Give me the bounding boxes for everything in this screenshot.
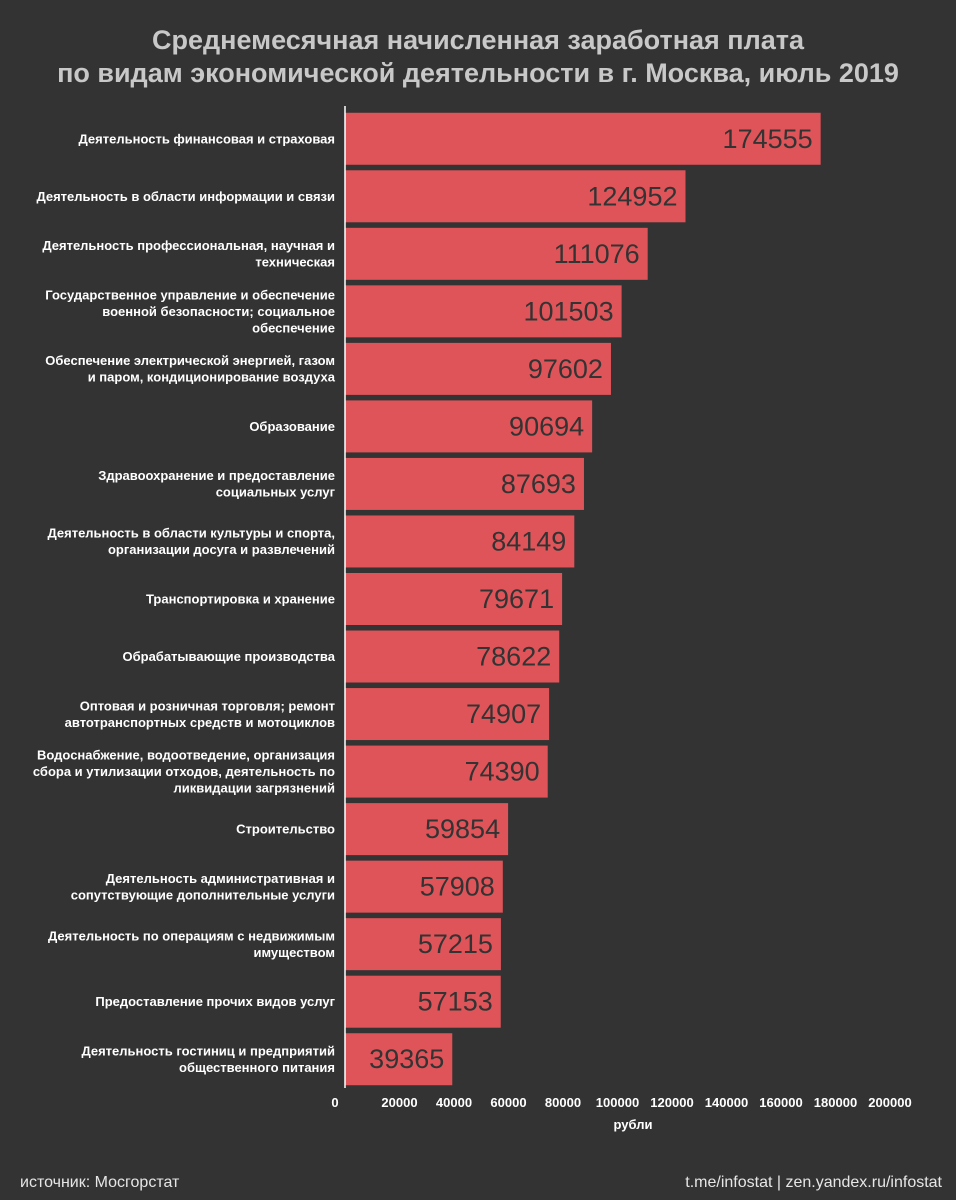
bar-value-label: 90694 — [509, 411, 584, 441]
source-note: источник: Мосгорстат — [20, 1174, 180, 1191]
bar-value-label: 39365 — [369, 1044, 444, 1074]
category-label-line: Обрабатывающие производства — [122, 649, 335, 664]
bar — [345, 285, 622, 338]
category-label-line: Строительство — [236, 822, 335, 837]
category-label-line: Обеспечение электрической энергией, газо… — [45, 353, 335, 368]
category-label: Предоставление прочих видов услуг — [95, 994, 335, 1009]
bar-value-label: 84149 — [491, 526, 566, 556]
category-label-line: организации досуга и развлечений — [108, 542, 335, 557]
footer-links: t.me/infostat | zen.yandex.ru/infostat — [685, 1174, 942, 1191]
x-tick-label: 80000 — [545, 1095, 581, 1110]
bar — [345, 630, 560, 683]
category-label-line: общественного питания — [179, 1060, 335, 1075]
bar-value-label: 174555 — [723, 124, 813, 154]
category-label-line: Деятельность административная и — [106, 871, 335, 886]
category-label-line: Деятельность профессиональная, научная и — [42, 238, 335, 253]
category-label-line: Деятельность финансовая и страховая — [79, 131, 335, 146]
x-tick-label: 60000 — [490, 1095, 526, 1110]
bar — [345, 745, 548, 798]
category-label-line: имуществом — [254, 945, 336, 960]
bar — [345, 1033, 453, 1086]
category-label: Деятельность профессиональная, научная и… — [42, 238, 335, 269]
bar-value-label: 57215 — [418, 929, 493, 959]
x-tick-label: 20000 — [381, 1095, 417, 1110]
x-tick-label: 100000 — [596, 1095, 639, 1110]
category-label: Деятельность гостиниц и предприятий общес… — [81, 1043, 335, 1075]
bar-value-label: 57908 — [420, 872, 495, 902]
category-label-line: автотранспортных средств и мотоциклов — [65, 715, 335, 730]
bar — [345, 803, 509, 856]
x-tick-label: 140000 — [705, 1095, 748, 1110]
category-label: Строительство — [236, 822, 335, 837]
category-label-line: техническая — [255, 255, 335, 270]
bar-value-label: 78622 — [476, 642, 551, 672]
bar-value-label: 79671 — [479, 584, 554, 614]
category-label-line: Здравоохранение и предоставление — [98, 468, 335, 483]
category-label-line: обеспечение — [252, 320, 335, 335]
category-label: Деятельность в области информации и связ… — [36, 189, 335, 204]
bar — [345, 515, 575, 568]
category-label: Деятельность финансовая и страховая — [79, 131, 335, 146]
chart-title: Среднемесячная начисленная заработная пл… — [0, 24, 956, 90]
category-label-line: Транспортировка и хранение — [146, 592, 335, 607]
bar — [345, 975, 501, 1028]
x-axis-label: рубли — [614, 1117, 653, 1132]
bar-value-label: 57153 — [418, 987, 493, 1017]
category-label: Образование — [249, 419, 335, 434]
bar — [345, 860, 503, 913]
category-label-line: Деятельность в области культуры и спорта… — [47, 526, 335, 541]
category-label-line: и паром, кондиционирование воздуха — [88, 370, 336, 385]
category-label-line: Образование — [249, 419, 335, 434]
bar — [345, 342, 611, 395]
category-label-line: Деятельность в области информации и связ… — [36, 189, 335, 204]
bar — [345, 918, 501, 971]
bar-value-label: 124952 — [587, 181, 677, 211]
bar-value-label: 59854 — [425, 814, 500, 844]
bar — [345, 688, 550, 741]
chart-title-line-2: по видам экономической деятельности в г.… — [57, 58, 899, 88]
bar — [345, 457, 584, 510]
category-label-line: социальных услуг — [216, 485, 336, 500]
category-label: Обеспечение электрической энергией, газо… — [45, 353, 335, 385]
x-tick-label: 180000 — [814, 1095, 857, 1110]
category-label: Деятельность в области культуры и спорта… — [47, 526, 335, 558]
chart-title-line-1: Среднемесячная начисленная заработная пл… — [151, 25, 805, 55]
category-label: Обрабатывающие производства — [122, 649, 335, 664]
bar-value-label: 97602 — [528, 354, 603, 384]
category-label-line: военной безопасности; социальное — [102, 304, 335, 319]
bar-value-label: 87693 — [501, 469, 576, 499]
x-tick-label: 0 — [331, 1095, 338, 1110]
bar-value-label: 111076 — [554, 239, 640, 269]
bar-value-label: 74390 — [465, 757, 540, 787]
category-label: Деятельность по операциям с недвижимым им… — [48, 928, 335, 960]
bar-value-label: 74907 — [466, 699, 541, 729]
category-label-line: Водоснабжение, водоотведение, организаци… — [37, 748, 335, 763]
category-label-line: Государственное управление и обеспечение — [45, 287, 335, 302]
category-label-line: Деятельность по операциям с недвижимым — [48, 928, 335, 943]
category-label-line: сбора и утилизации отходов, деятельность… — [33, 764, 335, 779]
category-label: Государственное управление и обеспечение… — [45, 287, 335, 335]
x-tick-label: 40000 — [436, 1095, 472, 1110]
bar — [345, 170, 686, 223]
category-label: Транспортировка и хранение — [146, 592, 335, 607]
category-label-line: ликвидации загрязнений — [174, 781, 335, 796]
category-label-line: Оптовая и розничная торговля; ремонт — [80, 698, 335, 713]
category-label-line: Деятельность гостиниц и предприятий — [81, 1043, 335, 1058]
category-label-line: сопутствующие дополнительные услуги — [71, 887, 335, 902]
x-tick-label: 200000 — [868, 1095, 911, 1110]
category-label: Оптовая и розничная торговля; ремонт авто… — [65, 698, 335, 730]
bar — [345, 227, 648, 280]
bar-value-label: 101503 — [523, 296, 613, 326]
category-label: Деятельность административная и сопутству… — [71, 871, 335, 903]
x-tick-label: 120000 — [650, 1095, 693, 1110]
category-label: Водоснабжение, водоотведение, организаци… — [33, 748, 335, 796]
bar — [345, 400, 593, 453]
bar — [345, 573, 563, 625]
category-label: Здравоохранение и предоставление социальн… — [98, 468, 335, 500]
category-label-line: Предоставление прочих видов услуг — [95, 994, 335, 1009]
bar — [345, 112, 821, 165]
x-tick-label: 160000 — [759, 1095, 802, 1110]
